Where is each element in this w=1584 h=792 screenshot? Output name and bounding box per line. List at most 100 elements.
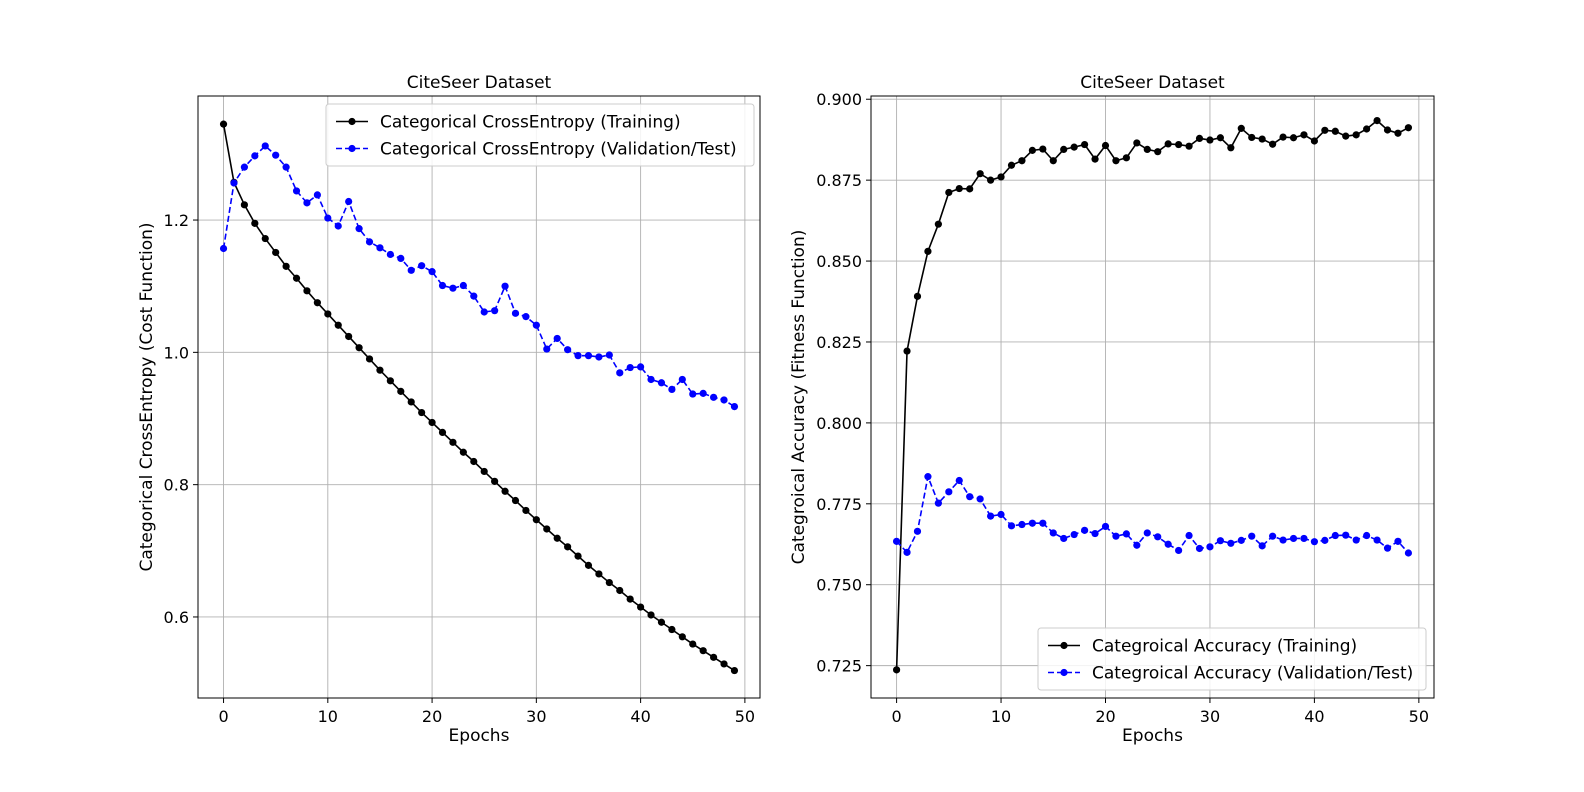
data-point <box>365 355 374 363</box>
data-point <box>470 457 478 466</box>
data-point <box>1216 134 1224 142</box>
panel-2: 0 10 20 30 40 50 0.725 0.750 0.775 0.800 0.825 0.85… <box>789 73 1435 746</box>
data-point <box>626 363 634 372</box>
data-point <box>365 238 374 246</box>
data-point <box>710 653 718 661</box>
data-point <box>564 543 572 551</box>
data-point <box>219 244 228 253</box>
axes-frame <box>197 95 761 699</box>
data-point <box>647 611 655 619</box>
data-point <box>1122 154 1130 162</box>
data-point <box>251 219 259 227</box>
chart-title: CiteSeer Dataset <box>1080 73 1225 93</box>
data-point <box>418 262 426 270</box>
legend-marker <box>1060 641 1068 650</box>
data-point <box>345 332 353 341</box>
data-point <box>1342 531 1350 539</box>
data-point <box>903 548 911 556</box>
y-tick-label: 0.750 <box>816 576 862 595</box>
data-point <box>1363 531 1371 540</box>
data-point <box>730 402 739 411</box>
data-point <box>1331 531 1339 540</box>
data-point <box>1394 537 1402 545</box>
data-point <box>543 525 551 533</box>
data-point <box>1237 536 1245 544</box>
data-point <box>1300 131 1308 139</box>
data-point <box>689 390 697 398</box>
data-point <box>553 334 561 343</box>
data-point <box>1133 541 1141 549</box>
data-point <box>470 292 478 300</box>
data-point <box>892 666 901 674</box>
data-point <box>324 214 332 222</box>
data-point <box>966 185 974 193</box>
data-point <box>1258 135 1266 143</box>
data-point <box>1060 534 1068 543</box>
data-point <box>1154 148 1162 156</box>
data-point <box>272 151 280 159</box>
y-tick-label: 0.875 <box>816 171 862 190</box>
data-point <box>689 640 697 648</box>
data-point <box>303 199 311 207</box>
data-point <box>574 352 582 360</box>
data-point <box>303 287 311 295</box>
legend-marker <box>1060 668 1068 677</box>
data-point <box>282 163 290 171</box>
data-point <box>1122 530 1130 538</box>
data-point <box>1081 526 1089 534</box>
legend-label: Categroical Accuracy (Validation/Test) <box>1092 664 1413 684</box>
data-point <box>1331 127 1339 135</box>
data-point <box>1101 141 1110 150</box>
data-point <box>491 307 499 315</box>
x-tick-label: 50 <box>735 707 755 726</box>
data-point <box>924 247 932 255</box>
data-point <box>668 625 676 634</box>
data-point <box>955 184 963 193</box>
data-point <box>616 369 624 377</box>
data-point <box>657 379 666 387</box>
data-point <box>313 299 321 307</box>
legend-box <box>1037 627 1427 691</box>
data-point <box>1373 116 1381 125</box>
data-point <box>1216 537 1224 545</box>
data-point <box>449 284 457 292</box>
data-point <box>564 346 572 354</box>
data-point <box>976 495 984 503</box>
x-tick-label: 20 <box>422 707 442 726</box>
data-point <box>997 510 1005 519</box>
data-point <box>584 352 593 360</box>
data-point <box>1383 126 1392 134</box>
data-point <box>1269 532 1277 540</box>
data-point <box>1091 529 1099 538</box>
data-point <box>637 603 645 611</box>
data-point <box>449 438 457 446</box>
data-point <box>668 385 676 393</box>
data-point <box>584 561 593 569</box>
data-point <box>986 176 995 184</box>
data-point <box>219 120 228 128</box>
legend: Categorical CrossEntropy (Training) Categ… <box>325 103 755 167</box>
data-point <box>334 321 342 329</box>
series-line-2 <box>222 144 735 408</box>
x-tick-label: 40 <box>1304 707 1324 726</box>
legend-label: Categroical Accuracy (Training) <box>1092 637 1357 657</box>
data-point <box>501 487 509 495</box>
data-point <box>1060 145 1068 154</box>
data-point <box>1248 532 1256 540</box>
data-point <box>230 179 238 187</box>
legend-label: Categorical CrossEntropy (Validation/Tes… <box>380 140 737 160</box>
data-point <box>934 220 942 228</box>
data-point <box>1018 157 1026 165</box>
y-tick-label: 0.850 <box>816 252 862 271</box>
data-point <box>240 201 248 209</box>
y-tick-label: 1.2 <box>164 211 189 230</box>
data-point <box>522 313 530 321</box>
y-tick-label: 0.900 <box>816 90 862 109</box>
data-point <box>543 345 551 353</box>
panel-1: 0 10 20 30 40 50 0.6 0.8 1.0 1.2 CiteSeer Dataset E… <box>137 73 761 746</box>
legend: Categroical Accuracy (Training) Categroic… <box>1037 627 1427 691</box>
data-point <box>511 496 520 505</box>
data-point <box>1070 530 1078 539</box>
data-point <box>459 448 467 456</box>
data-point <box>720 660 728 668</box>
